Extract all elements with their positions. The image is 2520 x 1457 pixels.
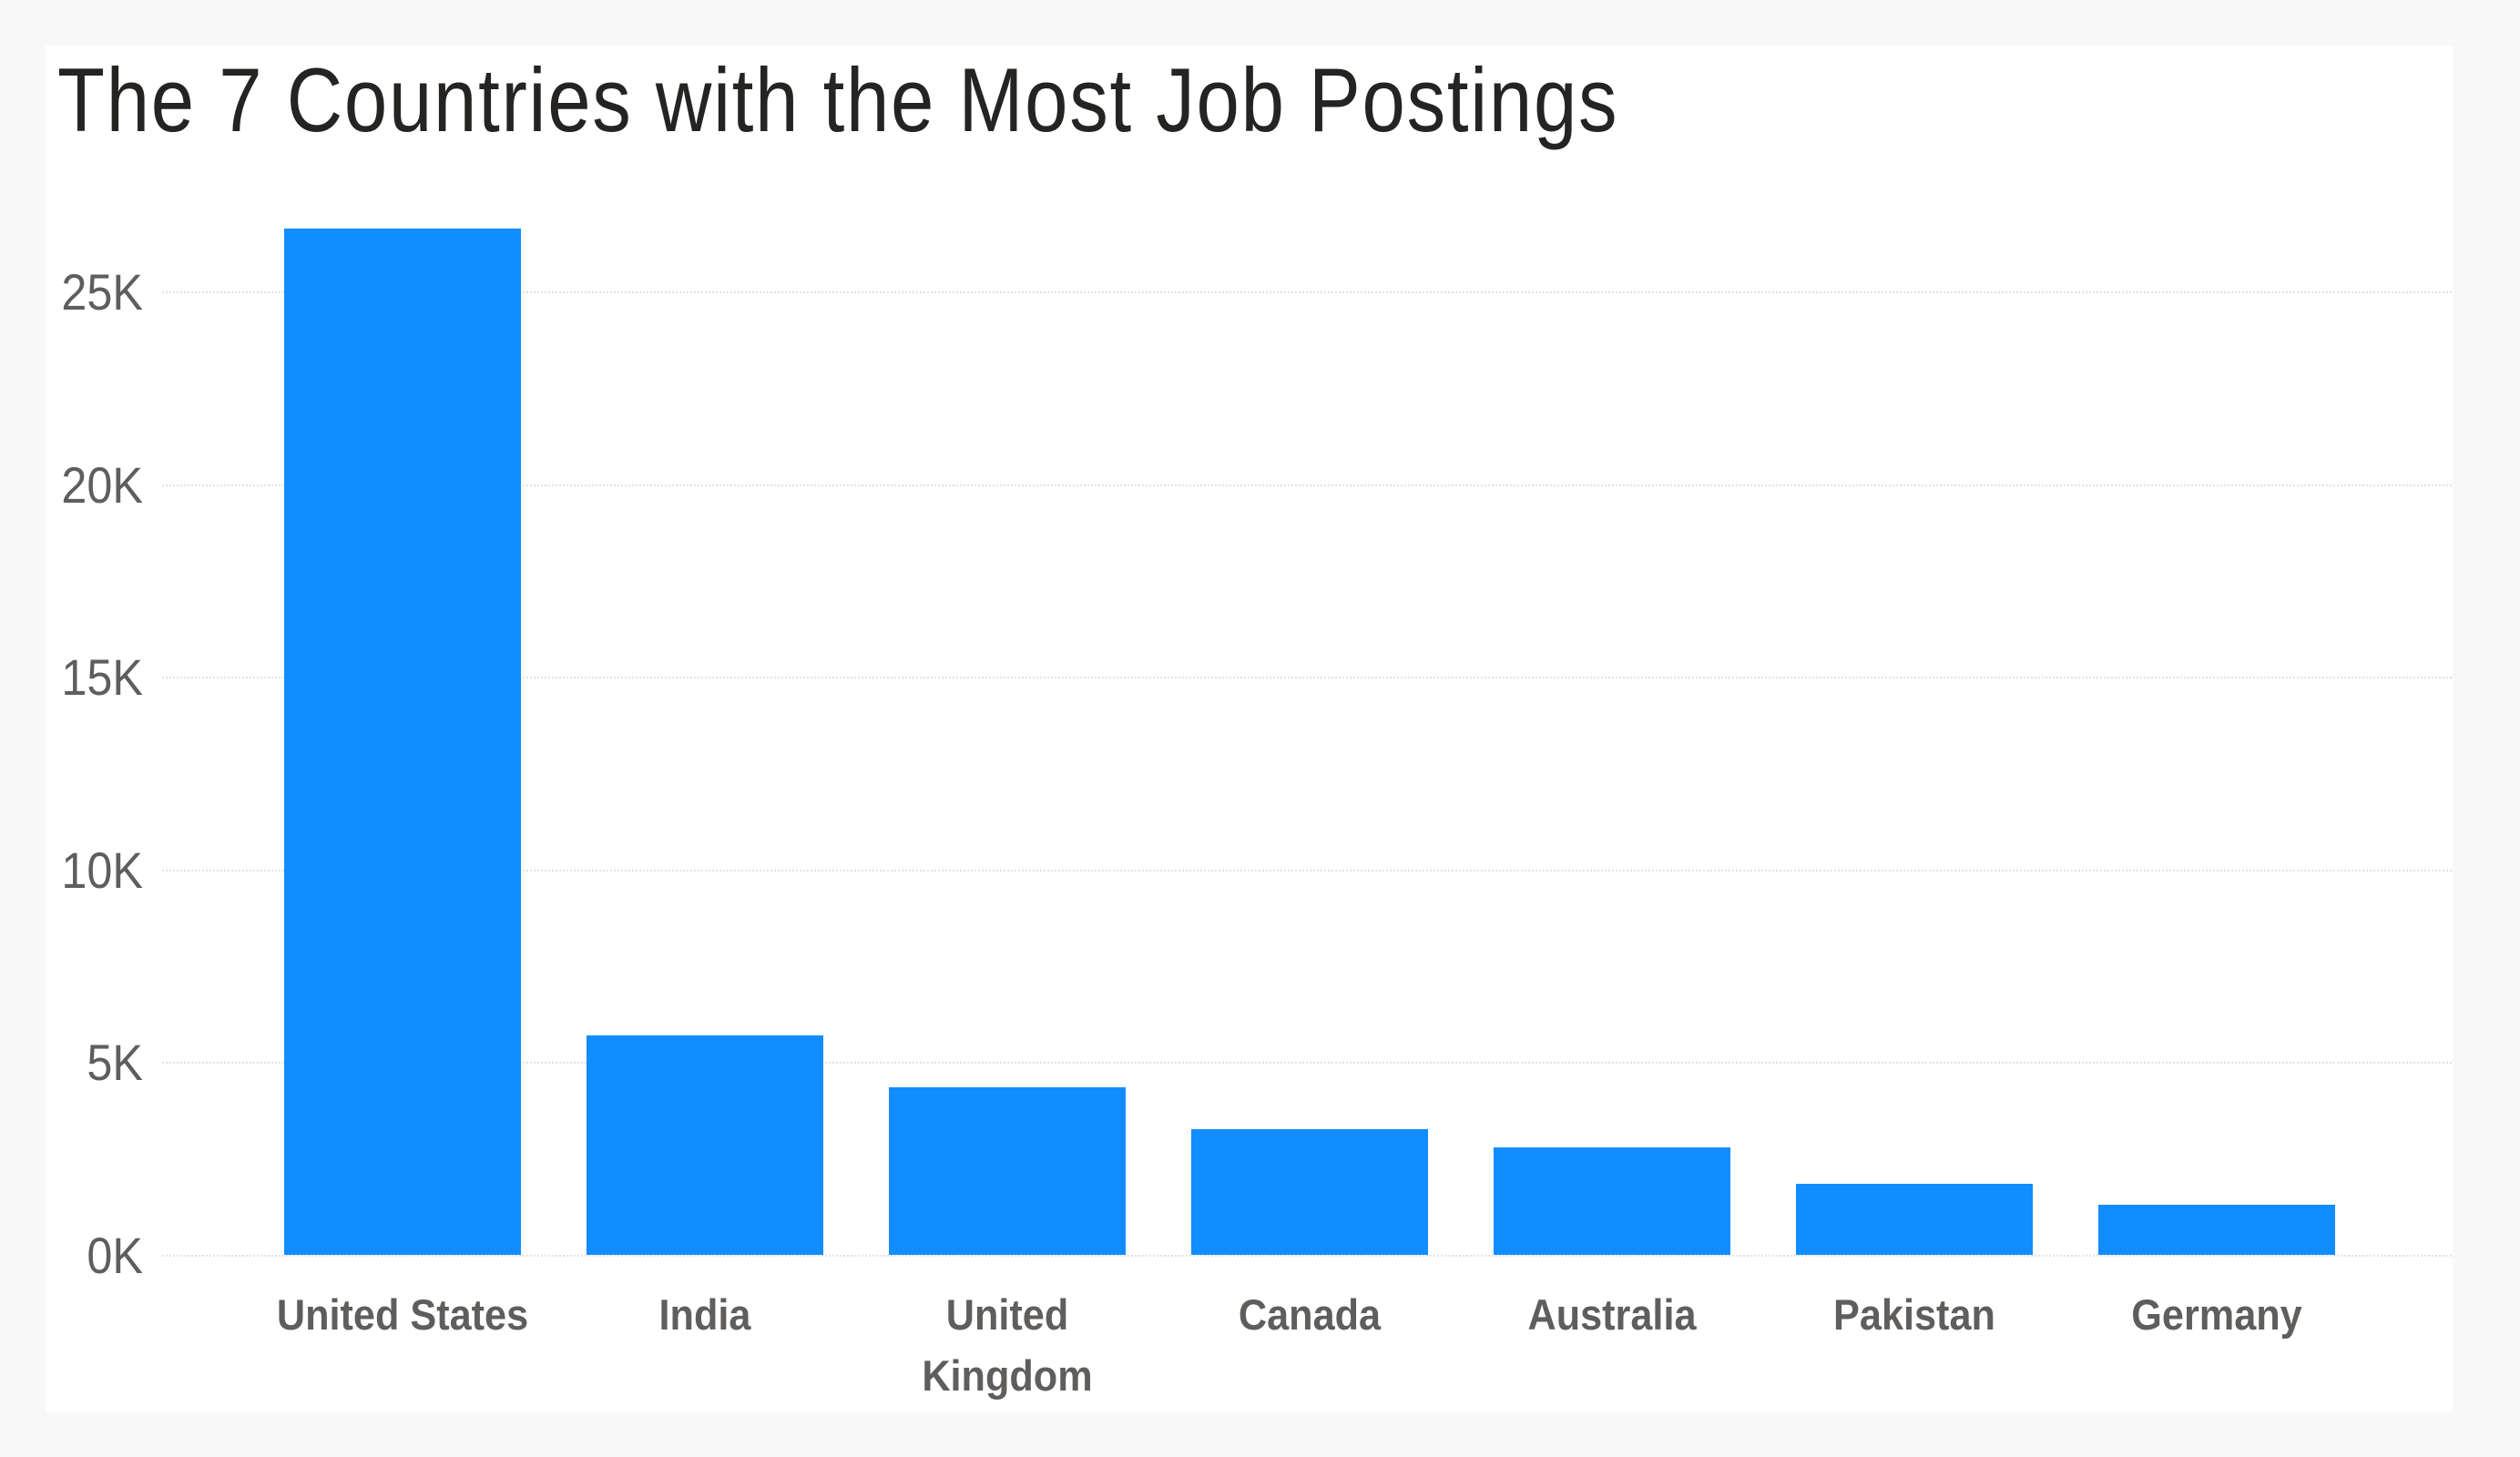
x-axis-label-line: Australia bbox=[1527, 1290, 1697, 1339]
bar-pakistan[interactable] bbox=[1796, 1184, 2033, 1255]
x-axis-category-label: United States bbox=[263, 1284, 541, 1345]
gridline bbox=[162, 291, 2452, 293]
plot-area: 0K 5K 10K 15K 20K 25K United States India United… bbox=[46, 46, 2453, 1411]
y-axis-tick-label: 5K bbox=[87, 1034, 143, 1092]
bar-australia[interactable] bbox=[1494, 1147, 1730, 1255]
x-axis-label-line: Kingdom bbox=[922, 1351, 1093, 1400]
x-axis-category-label: Germany bbox=[2077, 1284, 2355, 1345]
x-axis-category-label: India bbox=[566, 1284, 843, 1345]
bar-canada[interactable] bbox=[1191, 1129, 1428, 1255]
gridline bbox=[162, 1062, 2452, 1065]
bar-india[interactable] bbox=[587, 1034, 823, 1255]
x-axis-label-line: United States bbox=[276, 1290, 529, 1339]
y-axis-tick-label: 0K bbox=[87, 1227, 143, 1284]
x-axis-label-line: United bbox=[945, 1290, 1069, 1339]
bar-united-kingdom[interactable] bbox=[889, 1087, 1126, 1255]
gridline bbox=[162, 1255, 2452, 1257]
x-axis-label-line: Canada bbox=[1238, 1290, 1382, 1339]
x-axis-label-line: India bbox=[658, 1290, 751, 1339]
x-axis-category-label: Pakistan bbox=[1775, 1284, 2053, 1345]
bar-germany[interactable] bbox=[2098, 1205, 2335, 1255]
y-axis-tick-label: 20K bbox=[61, 455, 143, 514]
chart-title: The 7 Countries with the Most Job Postin… bbox=[57, 49, 1619, 150]
gridline bbox=[162, 484, 2452, 486]
y-axis-tick-label: 25K bbox=[61, 263, 143, 321]
x-axis-label-line: Germany bbox=[2131, 1290, 2302, 1339]
gridline bbox=[162, 869, 2452, 871]
x-axis-category-label: Canada bbox=[1170, 1284, 1448, 1345]
gridline bbox=[162, 677, 2452, 679]
x-axis-label-line: Pakistan bbox=[1833, 1290, 1995, 1339]
y-axis-tick-label: 10K bbox=[61, 841, 143, 899]
x-axis-category-label: Australia bbox=[1473, 1284, 1750, 1345]
x-axis-category-label: United Kingdom bbox=[868, 1284, 1146, 1406]
chart-card: The 7 Countries with the Most Job Postin… bbox=[46, 46, 2453, 1411]
bar-united-states[interactable] bbox=[284, 229, 521, 1255]
y-axis-tick-label: 15K bbox=[61, 648, 143, 707]
